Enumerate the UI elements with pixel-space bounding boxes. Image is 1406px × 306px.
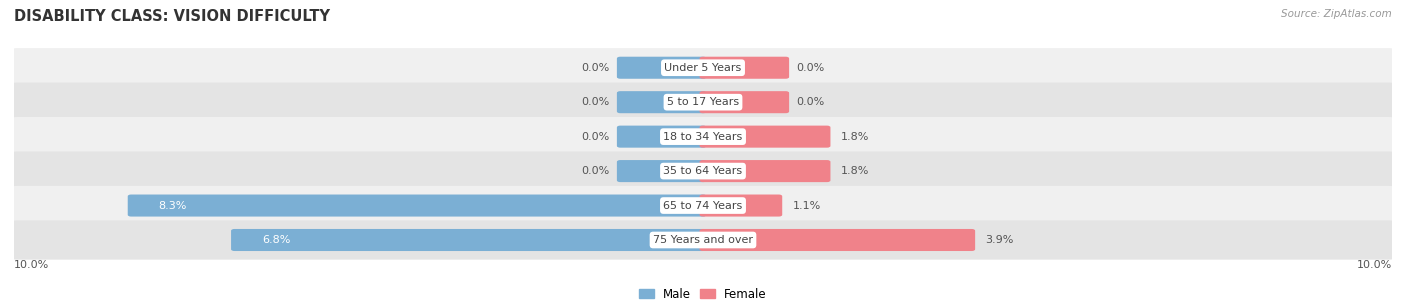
Text: Source: ZipAtlas.com: Source: ZipAtlas.com — [1281, 9, 1392, 19]
Text: 10.0%: 10.0% — [14, 260, 49, 270]
FancyBboxPatch shape — [617, 125, 706, 148]
FancyBboxPatch shape — [231, 229, 706, 251]
Text: 0.0%: 0.0% — [582, 63, 610, 73]
FancyBboxPatch shape — [617, 160, 706, 182]
Text: 5 to 17 Years: 5 to 17 Years — [666, 97, 740, 107]
Text: 35 to 64 Years: 35 to 64 Years — [664, 166, 742, 176]
Text: 1.8%: 1.8% — [841, 166, 869, 176]
Text: 0.0%: 0.0% — [582, 97, 610, 107]
FancyBboxPatch shape — [7, 186, 1399, 225]
Text: 18 to 34 Years: 18 to 34 Years — [664, 132, 742, 142]
FancyBboxPatch shape — [700, 229, 976, 251]
Text: 0.0%: 0.0% — [796, 63, 824, 73]
FancyBboxPatch shape — [617, 57, 706, 79]
Text: 3.9%: 3.9% — [986, 235, 1014, 245]
FancyBboxPatch shape — [617, 91, 706, 113]
FancyBboxPatch shape — [7, 220, 1399, 259]
FancyBboxPatch shape — [7, 151, 1399, 191]
Text: Under 5 Years: Under 5 Years — [665, 63, 741, 73]
FancyBboxPatch shape — [7, 48, 1399, 88]
Text: 0.0%: 0.0% — [796, 97, 824, 107]
FancyBboxPatch shape — [7, 83, 1399, 122]
Text: 6.8%: 6.8% — [262, 235, 291, 245]
Text: DISABILITY CLASS: VISION DIFFICULTY: DISABILITY CLASS: VISION DIFFICULTY — [14, 9, 330, 24]
Text: 75 Years and over: 75 Years and over — [652, 235, 754, 245]
FancyBboxPatch shape — [7, 117, 1399, 156]
Text: 10.0%: 10.0% — [1357, 260, 1392, 270]
FancyBboxPatch shape — [700, 125, 831, 148]
FancyBboxPatch shape — [700, 195, 782, 217]
Text: 0.0%: 0.0% — [582, 132, 610, 142]
FancyBboxPatch shape — [700, 160, 831, 182]
Text: 0.0%: 0.0% — [582, 166, 610, 176]
FancyBboxPatch shape — [128, 195, 706, 217]
Text: 1.1%: 1.1% — [793, 200, 821, 211]
FancyBboxPatch shape — [700, 91, 789, 113]
Text: 1.8%: 1.8% — [841, 132, 869, 142]
Text: 8.3%: 8.3% — [159, 200, 187, 211]
Legend: Male, Female: Male, Female — [634, 283, 772, 305]
Text: 65 to 74 Years: 65 to 74 Years — [664, 200, 742, 211]
FancyBboxPatch shape — [700, 57, 789, 79]
